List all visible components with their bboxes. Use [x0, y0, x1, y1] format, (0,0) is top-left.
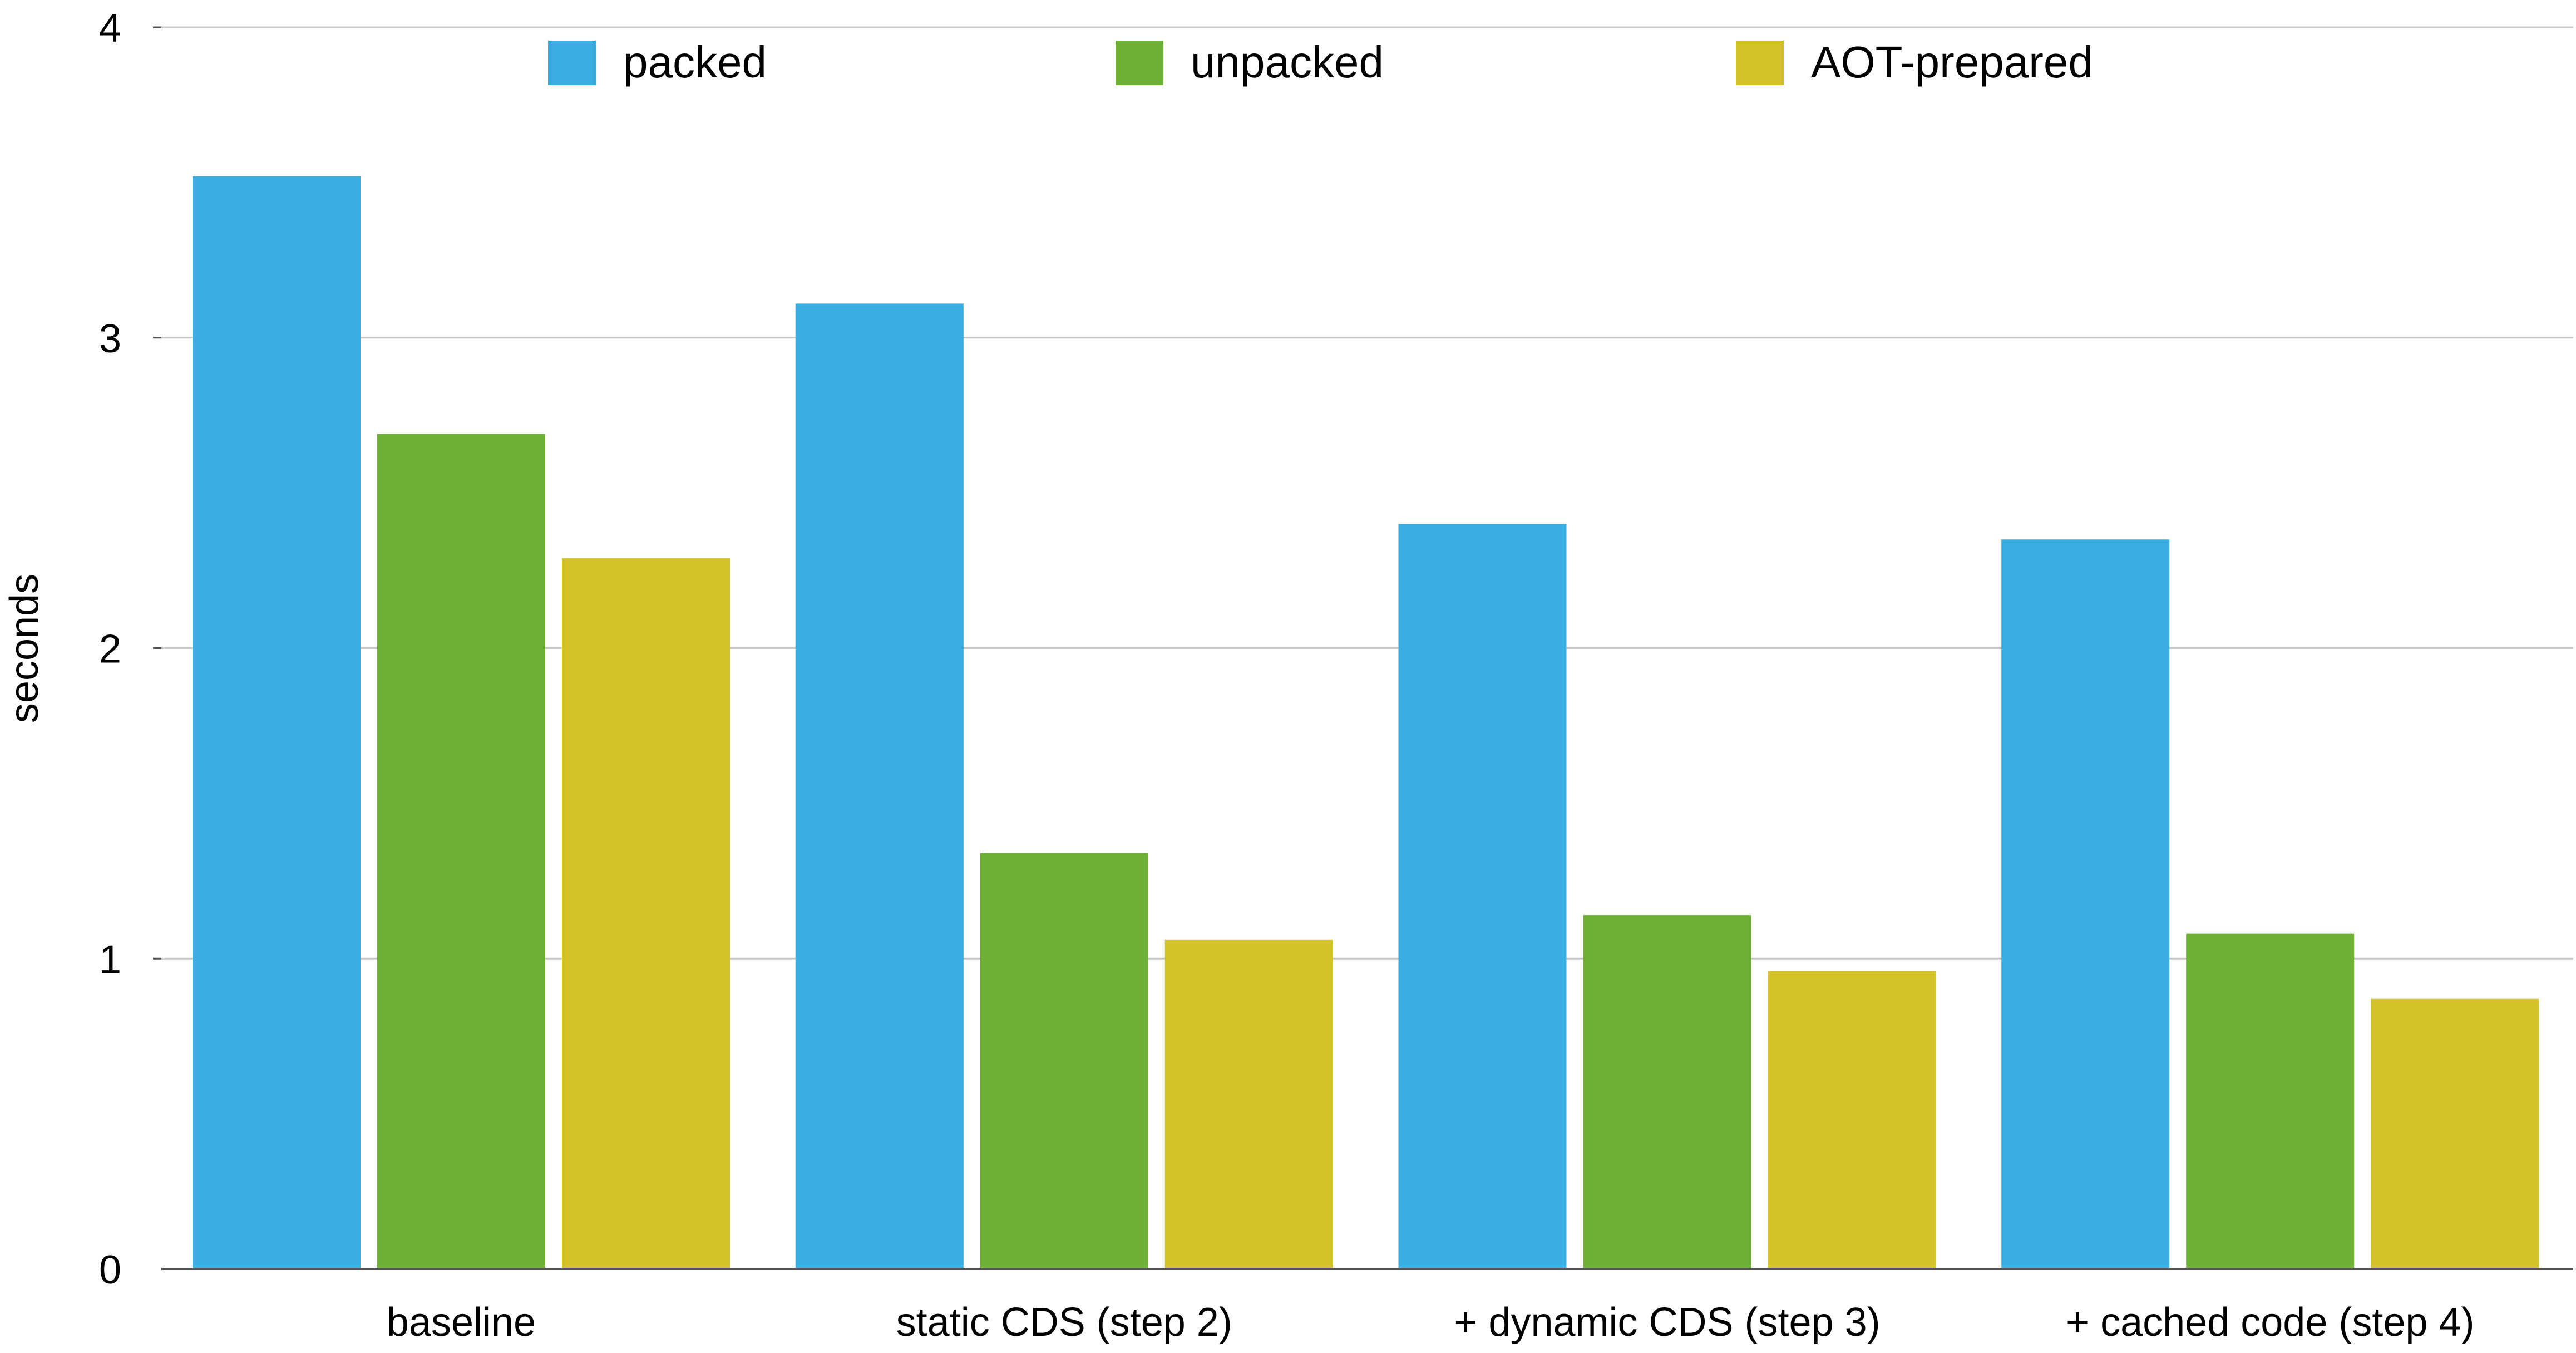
x-tick-label: static CDS (step 2) — [896, 1300, 1232, 1345]
bar-aot-prepared — [1768, 971, 1936, 1269]
y-tick-label: 0 — [99, 1248, 121, 1292]
bars — [193, 176, 2539, 1270]
y-tick-label: 3 — [99, 317, 121, 361]
legend: packed unpacked AOT-prepared — [548, 37, 2093, 87]
bar-unpacked — [2186, 933, 2355, 1269]
bar-packed — [795, 303, 964, 1270]
legend-item: packed — [548, 37, 767, 87]
y-tick-label: 1 — [99, 937, 121, 982]
legend-item: AOT-prepared — [1736, 37, 2093, 87]
bar-packed — [193, 176, 361, 1270]
y-tick-label: 2 — [99, 627, 121, 672]
legend-swatch — [1116, 41, 1163, 85]
x-tick-label: + dynamic CDS (step 3) — [1454, 1300, 1880, 1345]
y-tick-label: 4 — [99, 6, 121, 51]
y-axis-label: seconds — [2, 574, 47, 723]
x-tick-label: baseline — [387, 1300, 536, 1345]
legend-item: unpacked — [1116, 37, 1384, 87]
legend-swatch — [548, 41, 596, 85]
bar-unpacked — [1583, 915, 1751, 1269]
legend-swatch — [1736, 41, 1784, 85]
bar-unpacked — [980, 853, 1148, 1269]
bar-aot-prepared — [2371, 998, 2539, 1269]
bar-aot-prepared — [1164, 939, 1333, 1269]
axes: 0 1 2 3 4 baseline static CDS (step 2) + dynami… — [99, 6, 2573, 1345]
x-tick-label: + cached code (step 4) — [2066, 1300, 2474, 1345]
legend-label: packed — [623, 37, 767, 87]
legend-label: unpacked — [1191, 37, 1384, 87]
bar-packed — [2001, 539, 2170, 1269]
legend-label: AOT-prepared — [1811, 37, 2093, 87]
bar-aot-prepared — [562, 558, 730, 1270]
bar-unpacked — [377, 434, 545, 1269]
bar-packed — [1398, 524, 1567, 1269]
